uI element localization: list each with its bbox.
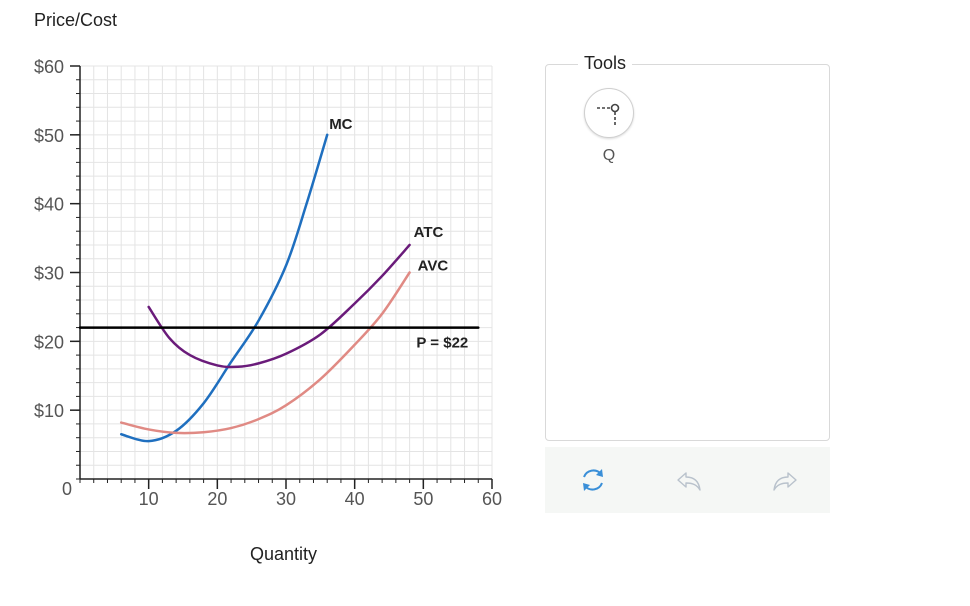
series-line-avc: [119, 271, 411, 435]
reset-button[interactable]: [573, 460, 613, 500]
reset-icon: [583, 469, 603, 491]
x-tick-label: 50: [413, 489, 433, 509]
x-tick-label: 20: [207, 489, 227, 509]
chart-labels: 10 20 30 40 50 60 0 $10 $20 $30 $40 $50 $60 MC ATC AVC P…: [34, 57, 502, 509]
y-axis-label: Price/Cost: [34, 10, 118, 30]
series-line-atc: [147, 243, 411, 369]
x-axis-label: Quantity: [250, 544, 318, 564]
y-tick-label: 0: [62, 479, 72, 499]
undo-button[interactable]: [669, 460, 709, 500]
quantity-tool-button[interactable]: [584, 88, 634, 138]
series-label-mc: MC: [329, 116, 352, 133]
undo-icon: [677, 472, 701, 491]
x-tick-label: 10: [139, 489, 159, 509]
chart-grid: [79, 65, 493, 480]
x-tick-label: 40: [345, 489, 365, 509]
y-tick-label: $20: [34, 332, 64, 352]
action-bar: [545, 447, 830, 513]
y-tick-label: $40: [34, 195, 64, 215]
chart-series: [78, 133, 480, 443]
series-label-avc: AVC: [418, 258, 449, 275]
redo-button[interactable]: [765, 460, 805, 500]
series-label-p-22: P = $22: [416, 335, 468, 352]
x-tick-label: 60: [482, 489, 502, 509]
series-label-atc: ATC: [414, 224, 444, 241]
series-line-mc: [119, 133, 329, 443]
y-tick-label: $30: [34, 264, 64, 284]
y-tick-label: $60: [34, 57, 64, 77]
quantity-tool-label: Q: [602, 147, 616, 164]
tools-title: Tools: [578, 53, 633, 74]
y-tick-label: $50: [34, 126, 64, 146]
chart[interactable]: 10 20 30 40 50 60 0 $10 $20 $30 $40 $50 $60 MC ATC AVC P…: [0, 0, 545, 606]
redo-icon: [773, 472, 797, 491]
chart-axes: [70, 65, 493, 489]
y-tick-label: $10: [34, 401, 64, 421]
x-tick-label: 30: [276, 489, 296, 509]
quantity-line-tool-icon: [597, 103, 620, 125]
